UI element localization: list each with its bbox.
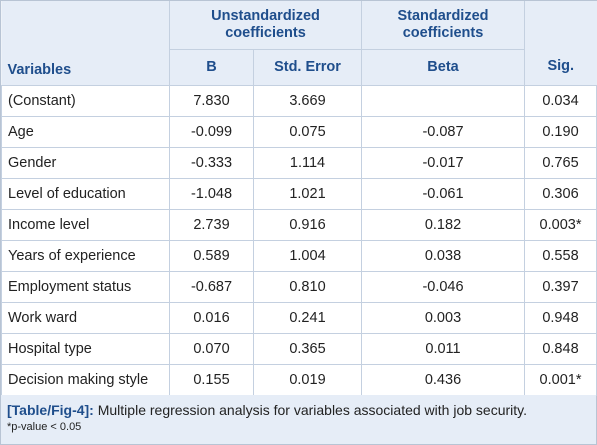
header-beta: Beta <box>361 48 525 85</box>
table-row: Employment status -0.687 0.810 -0.046 0.… <box>1 270 597 303</box>
table-row: Income level 2.739 0.916 0.182 0.003* <box>1 208 597 241</box>
cell-beta: 0.003 <box>361 301 525 334</box>
cell-variable: Employment status <box>1 270 170 303</box>
header-std-error: Std. Error <box>253 48 362 85</box>
cell-sig: 0.001* <box>524 363 597 396</box>
cell-b: -0.333 <box>169 146 254 179</box>
cell-sig: 0.190 <box>524 115 597 148</box>
cell-se: 0.019 <box>253 363 362 396</box>
cell-sig: 0.397 <box>524 270 597 303</box>
table-caption: [Table/Fig-4]: Multiple regression analy… <box>1 395 596 444</box>
cell-beta <box>361 84 525 117</box>
cell-se: 0.810 <box>253 270 362 303</box>
cell-b: 7.830 <box>169 84 254 117</box>
caption-title: [Table/Fig-4]: Multiple regression analy… <box>7 401 596 419</box>
table-row: Work ward 0.016 0.241 0.003 0.948 <box>1 301 597 334</box>
table-row: Age -0.099 0.075 -0.087 0.190 <box>1 115 597 148</box>
cell-variable: Work ward <box>1 301 170 334</box>
cell-se: 1.021 <box>253 177 362 210</box>
cell-beta: 0.011 <box>361 332 525 365</box>
table-row: Level of education -1.048 1.021 -0.061 0… <box>1 177 597 210</box>
cell-b: 0.070 <box>169 332 254 365</box>
cell-beta: -0.087 <box>361 115 525 148</box>
cell-sig: 0.003* <box>524 208 597 241</box>
table-row: Years of experience 0.589 1.004 0.038 0.… <box>1 239 597 272</box>
regression-table: Unstandardized coefficients Standardized… <box>1 1 597 396</box>
cell-sig: 0.306 <box>524 177 597 210</box>
cell-variable: (Constant) <box>1 84 170 117</box>
cell-beta: 0.038 <box>361 239 525 272</box>
cell-se: 0.241 <box>253 301 362 334</box>
cell-variable: Level of education <box>1 177 170 210</box>
cell-variable: Decision making style <box>1 363 170 396</box>
header-b: B <box>169 48 254 85</box>
cell-se: 1.004 <box>253 239 362 272</box>
cell-variable: Hospital type <box>1 332 170 365</box>
caption-label: [Table/Fig-4]: <box>7 402 94 418</box>
cell-b: 2.739 <box>169 208 254 241</box>
cell-se: 0.365 <box>253 332 362 365</box>
cell-variable: Age <box>1 115 170 148</box>
caption-text: Multiple regression analysis for variabl… <box>93 402 527 418</box>
header-variables: Variables <box>1 49 170 85</box>
cell-b: 0.016 <box>169 301 254 334</box>
cell-b: -0.687 <box>169 270 254 303</box>
header-standardized: Standardized coefficients <box>361 1 525 49</box>
header-sig: Sig. <box>524 49 597 85</box>
cell-variable: Income level <box>1 208 170 241</box>
cell-beta: -0.061 <box>361 177 525 210</box>
cell-b: -0.099 <box>169 115 254 148</box>
cell-beta: -0.017 <box>361 146 525 179</box>
cell-beta: -0.046 <box>361 270 525 303</box>
cell-se: 0.916 <box>253 208 362 241</box>
cell-sig: 0.558 <box>524 239 597 272</box>
header-blank <box>1 1 170 49</box>
cell-se: 1.114 <box>253 146 362 179</box>
cell-variable: Years of experience <box>1 239 170 272</box>
cell-variable: Gender <box>1 146 170 179</box>
header-unstandardized: Unstandardized coefficients <box>169 1 362 49</box>
cell-sig: 0.034 <box>524 84 597 117</box>
cell-se: 3.669 <box>253 84 362 117</box>
table-row: Gender -0.333 1.114 -0.017 0.765 <box>1 146 597 179</box>
table-row: (Constant) 7.830 3.669 0.034 <box>1 84 597 117</box>
cell-beta: 0.182 <box>361 208 525 241</box>
cell-sig: 0.765 <box>524 146 597 179</box>
cell-sig: 0.948 <box>524 301 597 334</box>
cell-beta: 0.436 <box>361 363 525 396</box>
table-row: Hospital type 0.070 0.365 0.011 0.848 <box>1 332 597 365</box>
cell-se: 0.075 <box>253 115 362 148</box>
table-row: Decision making style 0.155 0.019 0.436 … <box>1 363 597 396</box>
header-blank-sig <box>524 1 597 49</box>
cell-b: -1.048 <box>169 177 254 210</box>
caption-note: *p-value < 0.05 <box>7 421 82 433</box>
cell-b: 0.155 <box>169 363 254 396</box>
cell-b: 0.589 <box>169 239 254 272</box>
cell-sig: 0.848 <box>524 332 597 365</box>
